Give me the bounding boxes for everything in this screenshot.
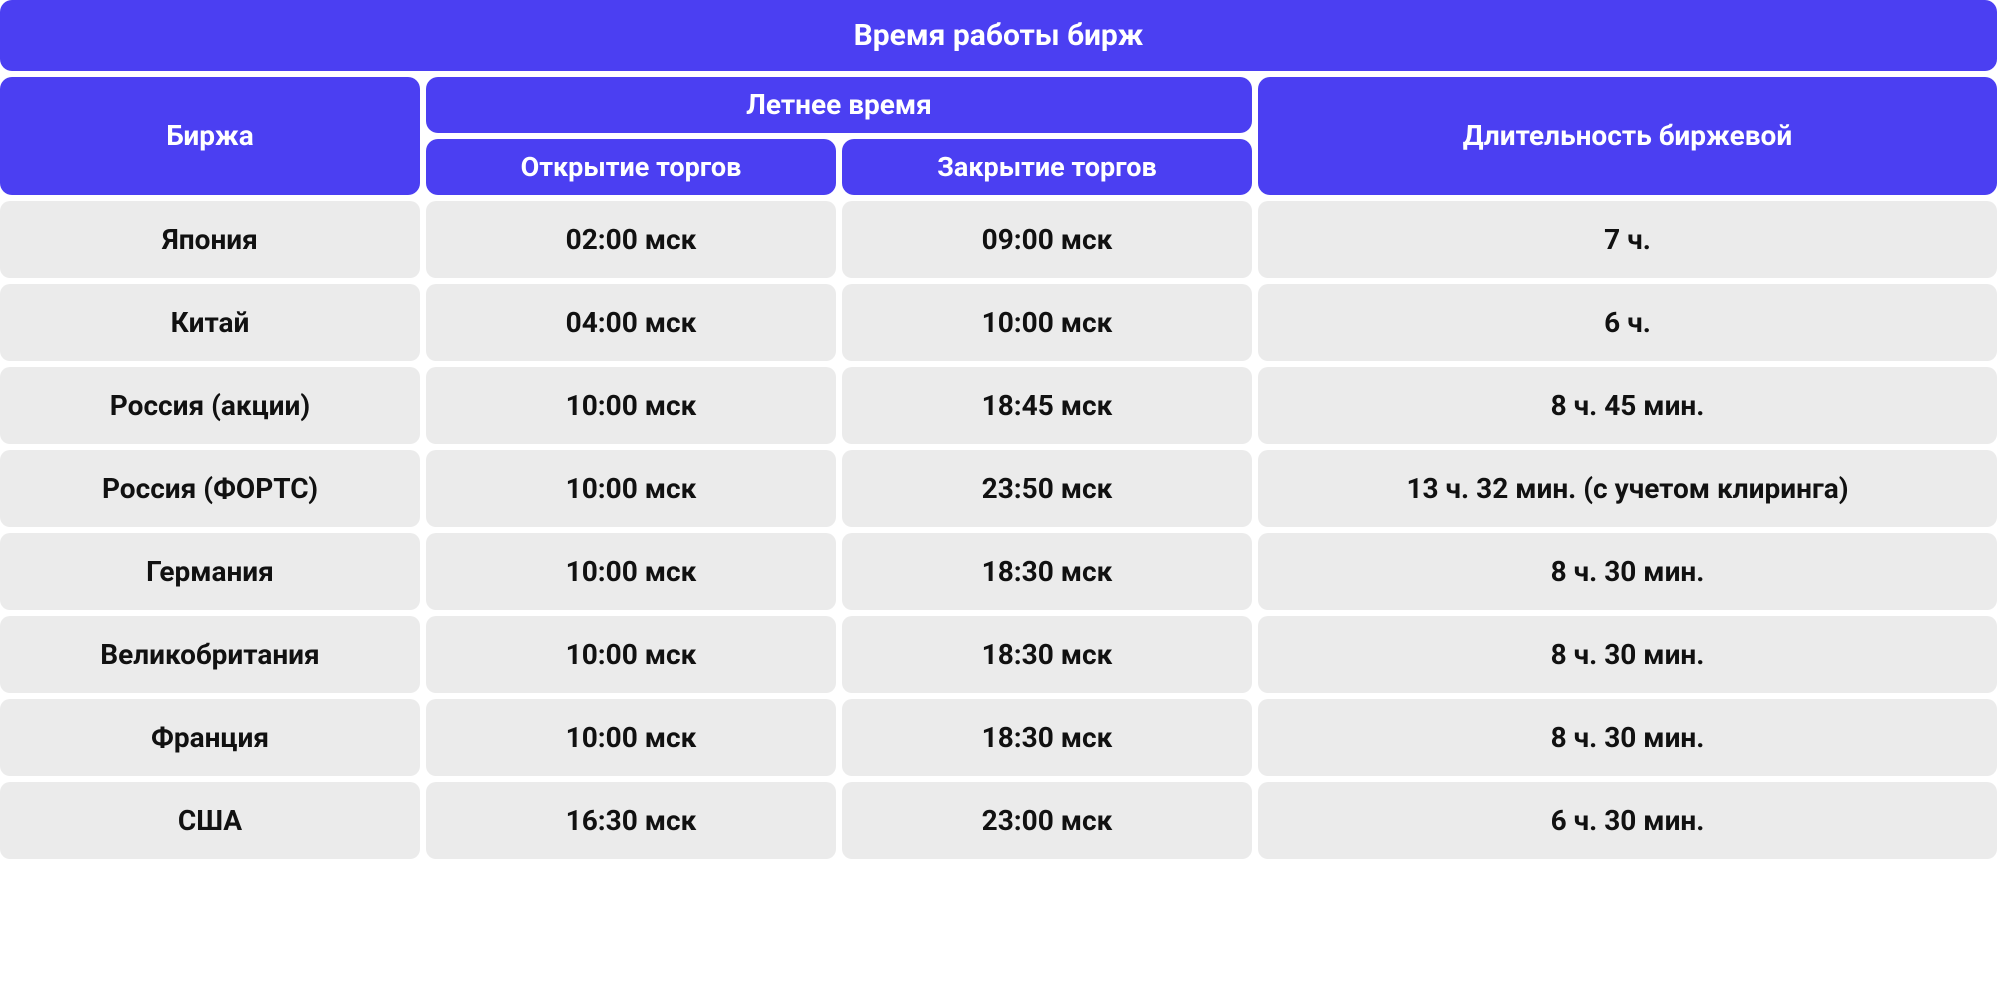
- col-header-summer-time: Летнее время: [426, 77, 1252, 133]
- exchange-hours-table: Время работы бирж Биржа Летнее время Дли…: [0, 0, 1997, 859]
- cell-exchange: Франция: [0, 699, 420, 776]
- table-body: Япония02:00 мск09:00 мск7 ч.Китай04:00 м…: [0, 201, 1997, 859]
- cell-duration: 6 ч.: [1258, 284, 1997, 361]
- cell-open: 10:00 мск: [426, 367, 836, 444]
- cell-exchange: Россия (акции): [0, 367, 420, 444]
- cell-open: 10:00 мск: [426, 533, 836, 610]
- col-header-duration: Длительность биржевой: [1258, 77, 1997, 195]
- cell-close: 18:30 мск: [842, 699, 1252, 776]
- cell-close: 18:30 мск: [842, 533, 1252, 610]
- cell-exchange: Германия: [0, 533, 420, 610]
- table-row: Германия10:00 мск18:30 мск8 ч. 30 мин.: [0, 533, 1997, 610]
- cell-exchange: Россия (ФОРТС): [0, 450, 420, 527]
- table-row: США16:30 мск23:00 мск6 ч. 30 мин.: [0, 782, 1997, 859]
- col-header-open: Открытие торгов: [426, 139, 836, 195]
- cell-duration: 8 ч. 45 мин.: [1258, 367, 1997, 444]
- cell-close: 10:00 мск: [842, 284, 1252, 361]
- cell-exchange: Китай: [0, 284, 420, 361]
- cell-duration: 13 ч. 32 мин. (с учетом клиринга): [1258, 450, 1997, 527]
- cell-close: 18:45 мск: [842, 367, 1252, 444]
- cell-exchange: США: [0, 782, 420, 859]
- cell-open: 10:00 мск: [426, 616, 836, 693]
- cell-duration: 6 ч. 30 мин.: [1258, 782, 1997, 859]
- cell-duration: 8 ч. 30 мин.: [1258, 533, 1997, 610]
- cell-open: 10:00 мск: [426, 450, 836, 527]
- table-row: Франция10:00 мск18:30 мск8 ч. 30 мин.: [0, 699, 1997, 776]
- cell-open: 04:00 мск: [426, 284, 836, 361]
- cell-open: 16:30 мск: [426, 782, 836, 859]
- table-title: Время работы бирж: [0, 0, 1997, 71]
- cell-close: 09:00 мск: [842, 201, 1252, 278]
- cell-close: 23:50 мск: [842, 450, 1252, 527]
- cell-close: 18:30 мск: [842, 616, 1252, 693]
- cell-exchange: Великобритания: [0, 616, 420, 693]
- cell-duration: 7 ч.: [1258, 201, 1997, 278]
- col-header-exchange: Биржа: [0, 77, 420, 195]
- cell-exchange: Япония: [0, 201, 420, 278]
- table-row: Великобритания10:00 мск18:30 мск8 ч. 30 …: [0, 616, 1997, 693]
- cell-duration: 8 ч. 30 мин.: [1258, 699, 1997, 776]
- table-row: Япония02:00 мск09:00 мск7 ч.: [0, 201, 1997, 278]
- table-header: Биржа Летнее время Длительность биржевой…: [0, 77, 1997, 195]
- cell-duration: 8 ч. 30 мин.: [1258, 616, 1997, 693]
- table-row: Китай04:00 мск10:00 мск6 ч.: [0, 284, 1997, 361]
- cell-open: 10:00 мск: [426, 699, 836, 776]
- cell-close: 23:00 мск: [842, 782, 1252, 859]
- table-row: Россия (ФОРТС)10:00 мск23:50 мск13 ч. 32…: [0, 450, 1997, 527]
- col-header-close: Закрытие торгов: [842, 139, 1252, 195]
- cell-open: 02:00 мск: [426, 201, 836, 278]
- table-row: Россия (акции)10:00 мск18:45 мск8 ч. 45 …: [0, 367, 1997, 444]
